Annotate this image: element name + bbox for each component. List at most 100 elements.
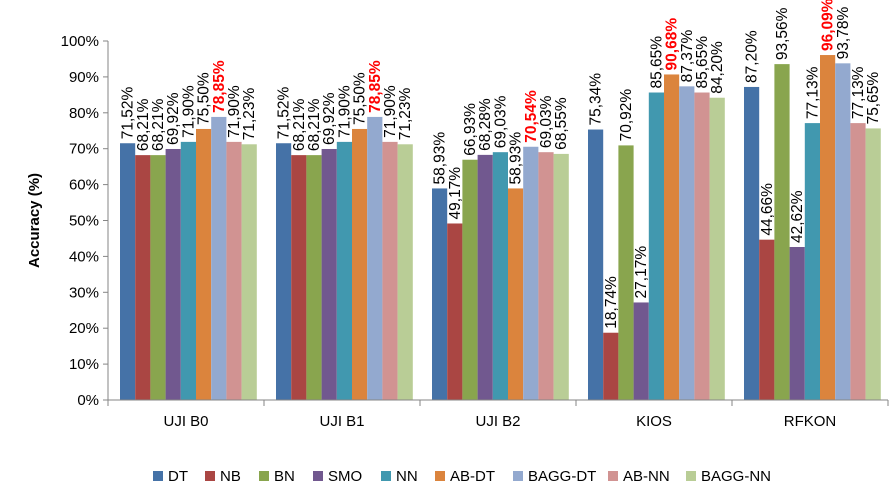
bar-dt-1 (276, 143, 292, 400)
legend-label: DT (168, 468, 188, 485)
data-label: 77,13% (850, 66, 867, 119)
y-tick-label: 0% (77, 392, 99, 409)
data-label: 71,90% (180, 85, 197, 138)
bar-bagg-dt-1 (367, 116, 383, 400)
bar-dt-2 (432, 188, 448, 400)
legend-swatch-smo (313, 471, 323, 481)
y-tick-label: 70% (69, 141, 99, 158)
data-label: 69,92% (321, 92, 338, 145)
category-label: UJI B2 (475, 413, 520, 430)
bar-bagg-nn-1 (397, 144, 413, 400)
y-tick-label: 20% (69, 320, 99, 337)
bar-ab-dt-0 (196, 128, 212, 400)
category-label: UJI B1 (319, 413, 364, 430)
legend-label: NB (220, 468, 241, 485)
category-label: KIOS (636, 413, 672, 430)
data-label: 71,90% (336, 85, 353, 138)
data-label: 71,23% (397, 87, 414, 140)
legend-label: BN (274, 468, 295, 485)
legend-swatch-bagg-dt (513, 471, 523, 481)
data-label: 71,90% (382, 85, 399, 138)
data-label: 58,93% (508, 132, 525, 185)
data-label: 90,68% (664, 18, 681, 71)
data-label: 68,55% (553, 97, 570, 150)
y-tick-label: 50% (69, 213, 99, 230)
data-label: 69,03% (538, 95, 555, 148)
bar-ab-nn-4 (850, 123, 866, 400)
legend-label: BAGG-NN (701, 468, 771, 485)
legend-swatch-nb (205, 471, 215, 481)
data-label: 69,92% (165, 92, 182, 145)
bar-bn-4 (774, 64, 790, 400)
data-label: 71,52% (120, 86, 137, 139)
bar-nn-2 (492, 152, 508, 400)
data-label: 68,28% (477, 98, 494, 151)
bar-nb-1 (291, 155, 307, 400)
data-label: 87,37% (679, 30, 696, 83)
bar-bn-0 (150, 155, 166, 400)
bar-bagg-dt-3 (679, 86, 695, 400)
bar-ab-nn-0 (226, 141, 242, 400)
data-label: 85,65% (694, 36, 711, 89)
legend-swatch-ab-dt (435, 471, 445, 481)
legend-swatch-bagg-nn (686, 471, 696, 481)
data-label: 68,21% (135, 98, 152, 151)
bar-dt-4 (744, 86, 760, 401)
bar-ab-dt-4 (820, 55, 836, 401)
data-label: 66,93% (462, 103, 479, 156)
data-label: 78,85% (367, 60, 384, 113)
bar-dt-3 (588, 129, 604, 400)
legend-swatch-dt (153, 471, 163, 481)
bar-smo-0 (165, 148, 181, 400)
data-label: 75,65% (865, 72, 882, 125)
bar-bagg-nn-2 (553, 153, 569, 400)
y-tick-label: 60% (69, 177, 99, 194)
legend-swatch-nn (381, 471, 391, 481)
legend-label: AB-DT (450, 468, 495, 485)
x-axis-tick-marks (107, 400, 889, 406)
data-label: 69,03% (492, 95, 509, 148)
bar-bagg-dt-2 (523, 146, 539, 400)
bar-nb-3 (603, 332, 619, 400)
data-label: 70,92% (618, 89, 635, 142)
y-tick-label: 90% (69, 69, 99, 86)
y-tick-label: 10% (69, 356, 99, 373)
legend-label: AB-NN (623, 468, 670, 485)
bar-bagg-nn-4 (865, 128, 881, 400)
data-label: 77,13% (804, 66, 821, 119)
category-label: RFKON (784, 413, 837, 430)
bar-bn-1 (306, 155, 322, 400)
bar-bn-3 (618, 145, 634, 400)
bar-smo-4 (789, 246, 805, 400)
data-label: 71,52% (276, 86, 293, 139)
data-label: 93,78% (835, 7, 852, 60)
bar-nn-3 (648, 92, 664, 400)
legend: DT NB BN SMO NN AB-DT BAGG-DT AB-NN BAGG-NN (153, 468, 771, 485)
bar-nn-1 (336, 141, 352, 400)
data-label: 68,21% (291, 98, 308, 151)
y-axis-ticks: 0% 10% 20% 30% 40% 50% 60% 70% 80% 90% 100% (61, 33, 108, 409)
bar-nn-0 (180, 141, 196, 400)
bar-smo-2 (477, 154, 493, 400)
data-label: 71,90% (226, 85, 243, 138)
y-tick-label: 100% (61, 33, 99, 50)
data-labels: 71,52%68,21%68,21%69,92%71,90%75,50%78,8… (120, 0, 883, 329)
data-label: 75,34% (588, 73, 605, 126)
data-label: 87,20% (744, 30, 761, 83)
y-axis-title: Accuracy (%) (26, 173, 43, 268)
bar-nb-2 (447, 223, 463, 400)
data-label: 68,21% (150, 98, 167, 151)
bar-ab-dt-1 (352, 128, 368, 400)
y-tick-label: 40% (69, 248, 99, 265)
legend-label: BAGG-DT (528, 468, 596, 485)
bar-ab-dt-3 (664, 74, 680, 400)
bar-nn-4 (804, 123, 820, 400)
bar-smo-1 (321, 148, 337, 400)
bar-bagg-nn-3 (709, 97, 725, 401)
category-labels: UJI B0 UJI B1 UJI B2 KIOS RFKON (163, 413, 836, 430)
data-label: 75,50% (196, 72, 213, 125)
data-label: 96,09% (820, 0, 837, 51)
data-label: 49,17% (447, 167, 464, 220)
legend-swatch-ab-nn (608, 471, 618, 481)
